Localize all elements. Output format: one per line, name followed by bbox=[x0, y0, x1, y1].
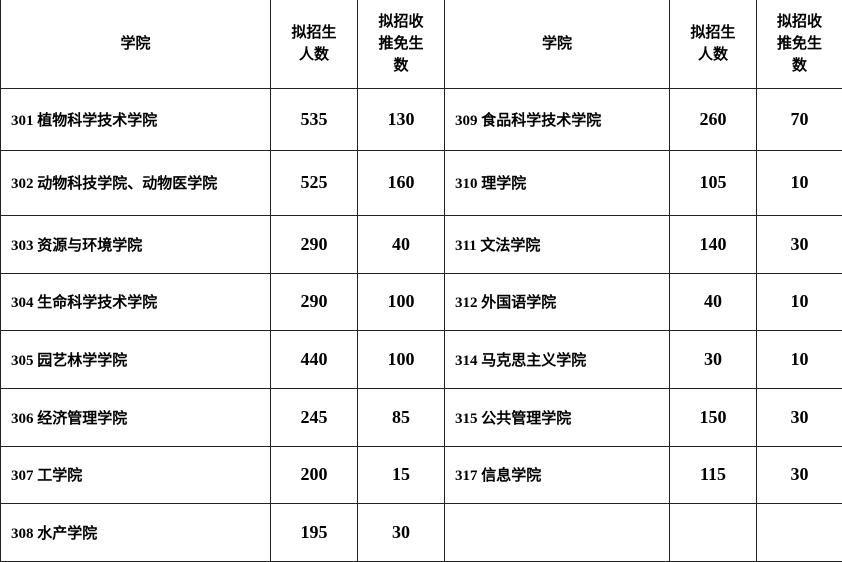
planned-count-cell: 535 bbox=[270, 87, 358, 151]
table-row: 308 水产学院 195 30 bbox=[0, 502, 842, 562]
planned-count-cell: 200 bbox=[270, 445, 358, 504]
exempt-count-cell: 10 bbox=[756, 149, 842, 216]
exempt-count-cell: 40 bbox=[357, 214, 445, 274]
header-exempt: 拟招收 推免生数 bbox=[357, 0, 445, 89]
college-name-cell: 312 外国语学院 bbox=[444, 272, 670, 331]
exempt-count-cell: 85 bbox=[357, 387, 445, 447]
table-row: 303 资源与环境学院 290 40 311 文法学院 140 30 bbox=[0, 214, 842, 274]
college-name-cell: 309 食品科学技术学院 bbox=[444, 87, 670, 151]
exempt-count-cell: 70 bbox=[756, 87, 842, 151]
exempt-count-cell: 30 bbox=[756, 387, 842, 447]
exempt-count-cell: 100 bbox=[357, 329, 445, 389]
college-name-cell: 310 理学院 bbox=[444, 149, 670, 216]
planned-count-cell: 140 bbox=[669, 214, 757, 274]
table-row: 301 植物科学技术学院 535 130 309 食品科学技术学院 260 70 bbox=[0, 87, 842, 151]
header-college: 学院 bbox=[444, 0, 670, 89]
planned-count-cell: 290 bbox=[270, 214, 358, 274]
planned-count-cell: 105 bbox=[669, 149, 757, 216]
table-row: 305 园艺林学学院 440 100 314 马克思主义学院 30 10 bbox=[0, 329, 842, 389]
college-name-cell: 315 公共管理学院 bbox=[444, 387, 670, 447]
exempt-count-cell: 10 bbox=[756, 329, 842, 389]
header-exempt: 拟招收 推免生数 bbox=[756, 0, 842, 89]
exempt-count-cell bbox=[756, 502, 842, 562]
table-row: 302 动物科技学院、动物医学院 525 160 310 理学院 105 10 bbox=[0, 149, 842, 216]
planned-count-cell: 115 bbox=[669, 445, 757, 504]
exempt-count-cell: 30 bbox=[756, 214, 842, 274]
table-row: 307 工学院 200 15 317 信息学院 115 30 bbox=[0, 445, 842, 504]
college-name-cell: 303 资源与环境学院 bbox=[0, 214, 271, 274]
college-name-cell: 307 工学院 bbox=[0, 445, 271, 504]
planned-count-cell: 40 bbox=[669, 272, 757, 331]
planned-count-cell: 260 bbox=[669, 87, 757, 151]
exempt-count-cell: 10 bbox=[756, 272, 842, 331]
college-name-cell: 305 园艺林学学院 bbox=[0, 329, 271, 389]
exempt-count-cell: 130 bbox=[357, 87, 445, 151]
planned-count-cell: 195 bbox=[270, 502, 358, 562]
planned-count-cell: 525 bbox=[270, 149, 358, 216]
header-planned: 拟招生 人数 bbox=[270, 0, 358, 89]
header-row: 学院 拟招生 人数 拟招收 推免生数 学院 拟招生 人数 拟招收 推免生数 bbox=[0, 0, 842, 89]
college-name-cell: 308 水产学院 bbox=[0, 502, 271, 562]
exempt-count-cell: 100 bbox=[357, 272, 445, 331]
header-college: 学院 bbox=[0, 0, 271, 89]
college-name-cell: 314 马克思主义学院 bbox=[444, 329, 670, 389]
exempt-count-cell: 160 bbox=[357, 149, 445, 216]
college-name-cell: 304 生命科学技术学院 bbox=[0, 272, 271, 331]
college-name-cell: 311 文法学院 bbox=[444, 214, 670, 274]
planned-count-cell bbox=[669, 502, 757, 562]
college-name-cell bbox=[444, 502, 670, 562]
planned-count-cell: 290 bbox=[270, 272, 358, 331]
planned-count-cell: 245 bbox=[270, 387, 358, 447]
planned-count-cell: 30 bbox=[669, 329, 757, 389]
college-name-cell: 301 植物科学技术学院 bbox=[0, 87, 271, 151]
table-row: 304 生命科学技术学院 290 100 312 外国语学院 40 10 bbox=[0, 272, 842, 331]
header-planned: 拟招生 人数 bbox=[669, 0, 757, 89]
planned-count-cell: 150 bbox=[669, 387, 757, 447]
college-name-cell: 317 信息学院 bbox=[444, 445, 670, 504]
exempt-count-cell: 30 bbox=[357, 502, 445, 562]
exempt-count-cell: 30 bbox=[756, 445, 842, 504]
planned-count-cell: 440 bbox=[270, 329, 358, 389]
table-row: 306 经济管理学院 245 85 315 公共管理学院 150 30 bbox=[0, 387, 842, 447]
college-name-cell: 306 经济管理学院 bbox=[0, 387, 271, 447]
exempt-count-cell: 15 bbox=[357, 445, 445, 504]
college-name-cell: 302 动物科技学院、动物医学院 bbox=[0, 149, 271, 216]
